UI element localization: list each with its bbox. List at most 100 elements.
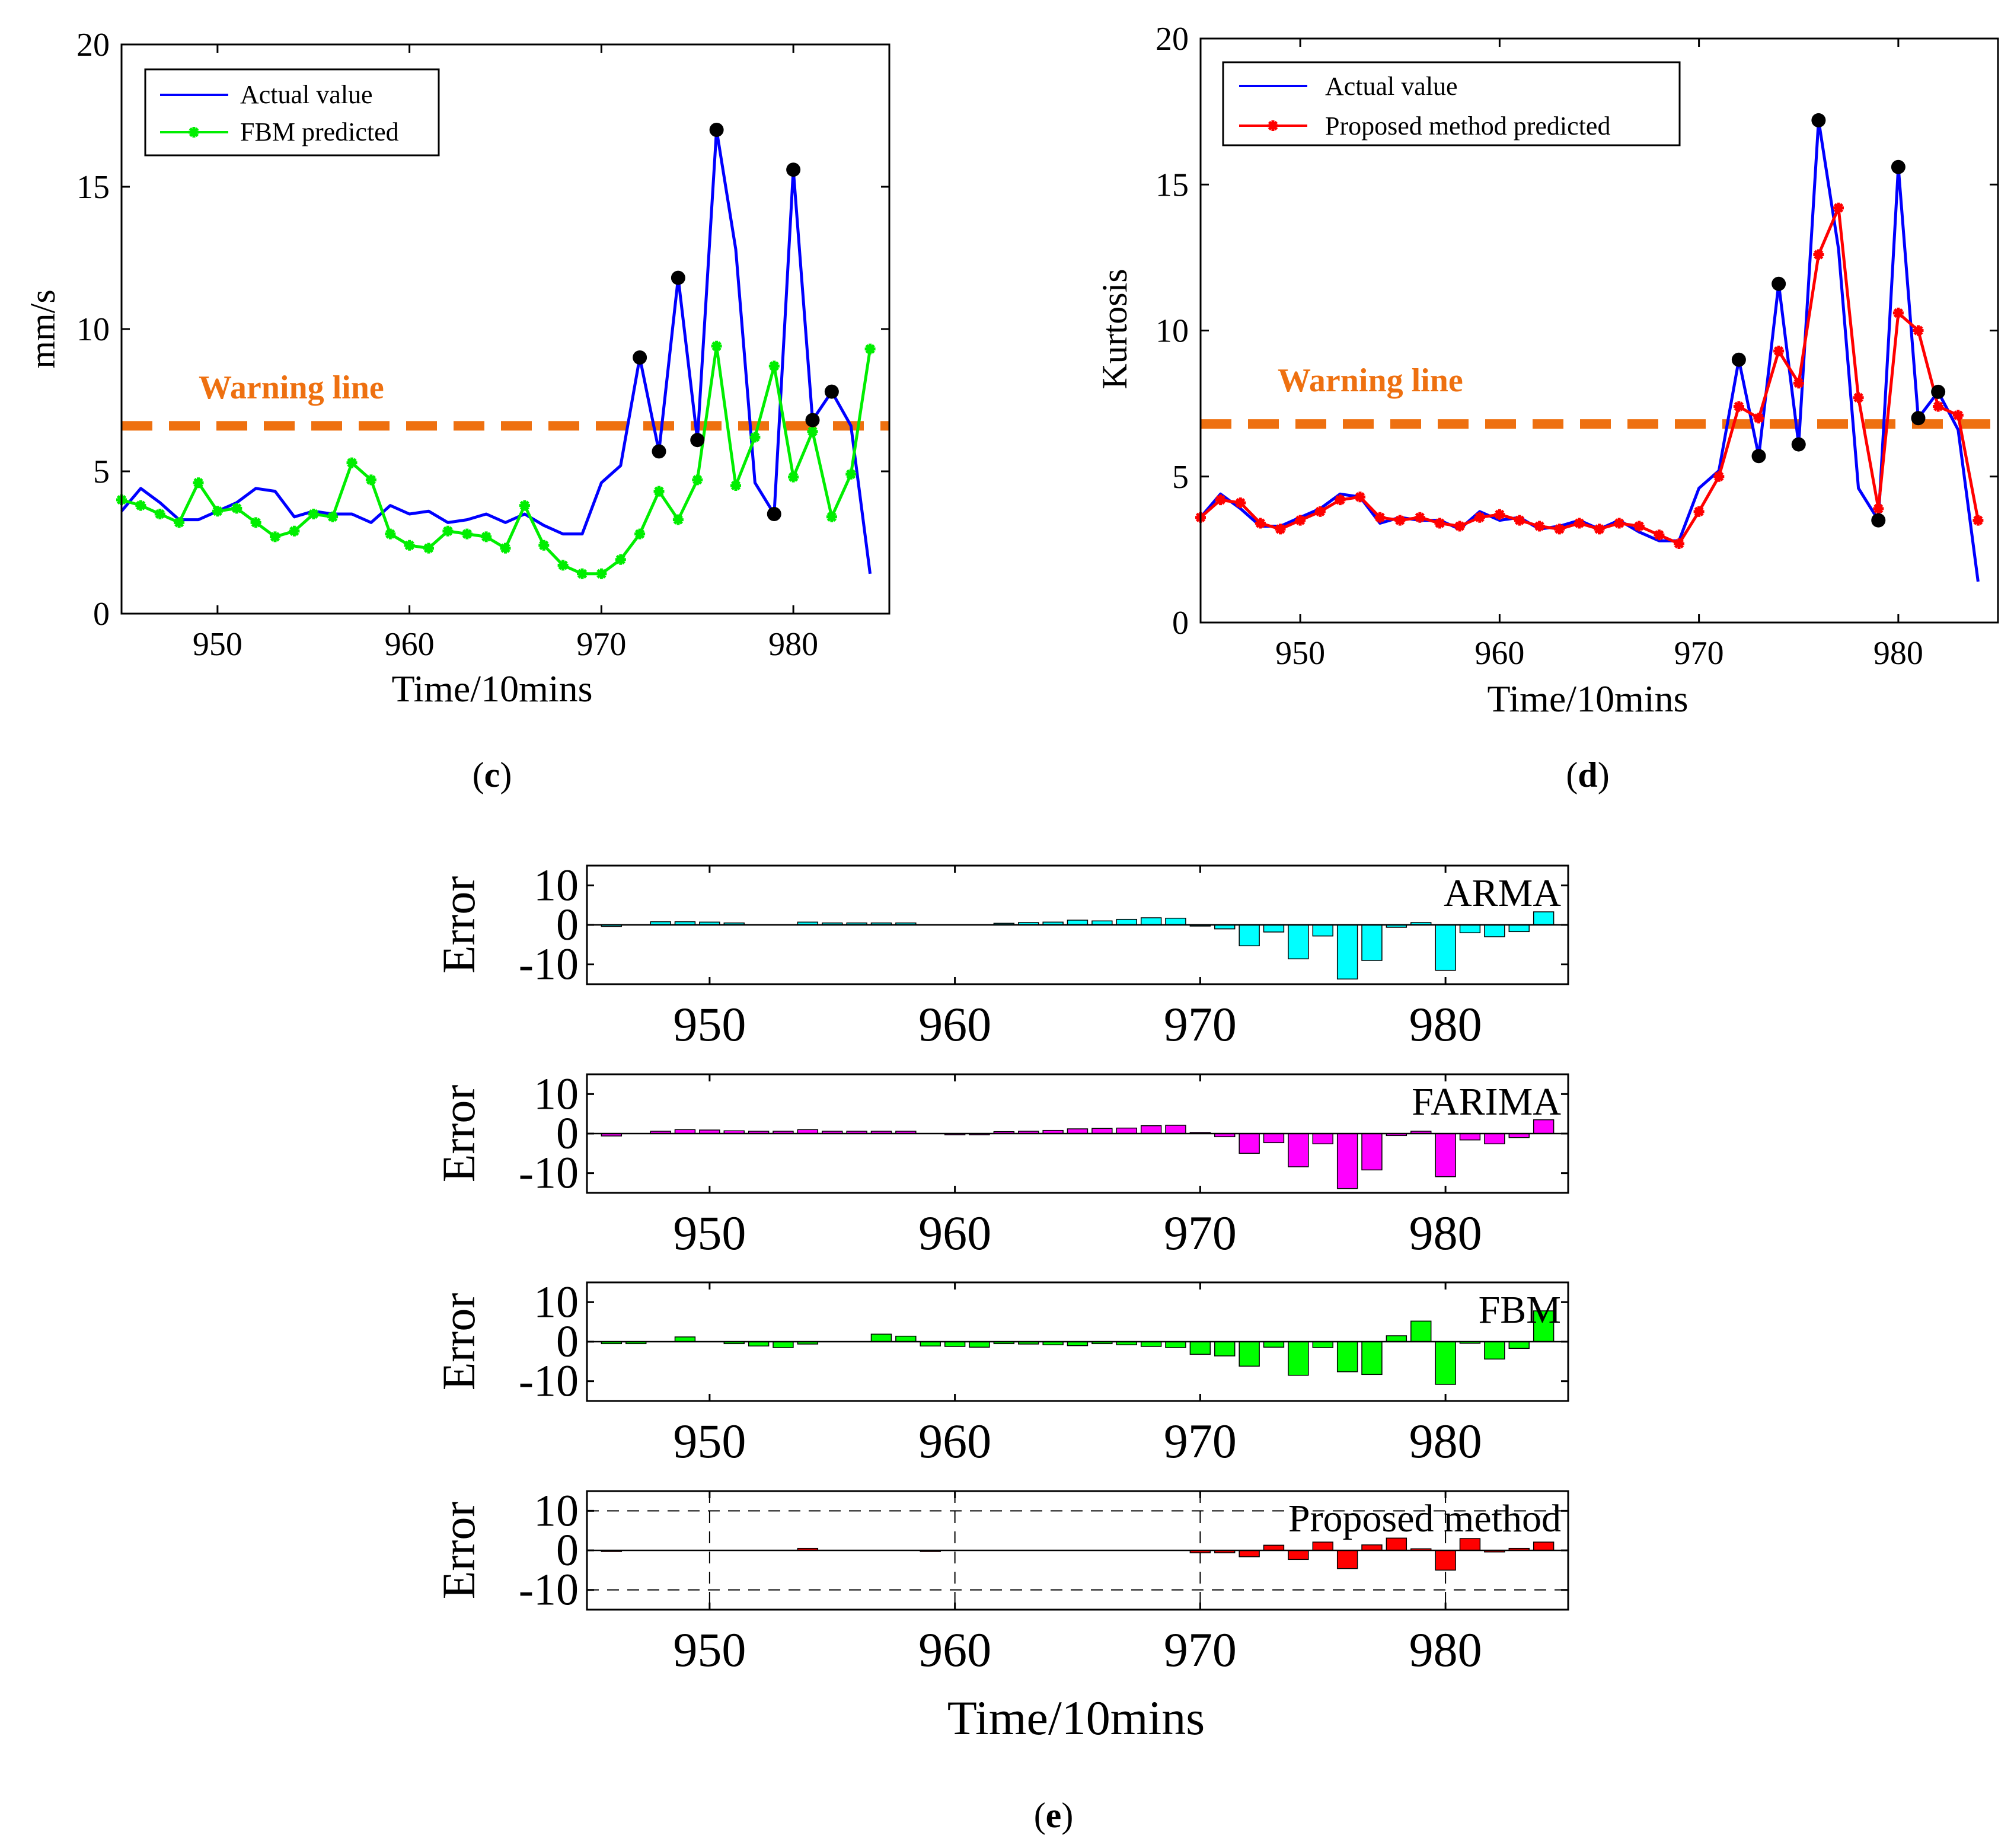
series-line-proposed-method-predicted: [1199, 206, 1980, 545]
error-bar: [1361, 924, 1383, 961]
data-point-marker: [807, 426, 818, 437]
error-bar: [1288, 1550, 1309, 1560]
data-point-marker: [1355, 491, 1365, 503]
data-point-marker: [481, 531, 492, 542]
data-point-marker: [1693, 506, 1705, 517]
data-point-marker: [788, 471, 799, 483]
data-point-marker: [250, 517, 261, 528]
y-tick-label: -10: [519, 1565, 579, 1615]
data-point-marker: [1275, 524, 1286, 535]
subplot-method-label: FBM: [1479, 1288, 1561, 1332]
y-tick-label: 5: [1172, 459, 1189, 496]
data-point-marker: [1674, 538, 1684, 549]
error-bar: [1165, 1125, 1186, 1134]
error-bar: [1484, 1341, 1505, 1360]
error-bar: [1386, 1335, 1407, 1342]
error-bar: [1361, 1544, 1383, 1551]
x-tick-label: 950: [673, 1206, 746, 1260]
data-point-marker: [1753, 413, 1764, 424]
data-point-marker: [1594, 524, 1605, 535]
error-bar: [1263, 1544, 1285, 1551]
data-point-marker: [1892, 307, 1904, 318]
panel-c-ylabel: mm/s: [23, 289, 62, 368]
y-tick-label: 0: [556, 1317, 579, 1367]
y-tick-label: -10: [519, 940, 579, 990]
data-point-marker: [1235, 497, 1246, 509]
error-bar: [1508, 924, 1530, 933]
panel-d-ticks: 950 960 970 980 0 5 10 15 20: [1156, 21, 1998, 672]
peak-marker: [1731, 352, 1746, 367]
data-point-marker: [1573, 518, 1585, 529]
data-point-marker: [538, 540, 550, 551]
data-point-marker: [461, 528, 473, 540]
data-point-marker: [404, 540, 415, 551]
panel-d-legend: Actual value Proposed method predicted: [1222, 61, 1681, 146]
error-bar: [1435, 924, 1456, 971]
error-bar: [1091, 1128, 1113, 1134]
series-line-actual-value: [120, 128, 872, 574]
data-point-marker: [596, 568, 607, 579]
error-bar: [1239, 1133, 1260, 1154]
error-bar: [1189, 1341, 1211, 1355]
panel-d: 950 960 970 980 0 5 10 15 20 Actual value Propos…: [1095, 21, 1999, 794]
error-bar: [1288, 924, 1309, 960]
error-bar: [1336, 1133, 1358, 1189]
error-bar: [1336, 924, 1358, 980]
series-line-fbm-predicted: [121, 344, 872, 576]
peak-marker: [1751, 449, 1766, 464]
data-point-marker: [864, 343, 876, 355]
x-tick-label: 950: [673, 997, 746, 1051]
legend-fbm-marker: [189, 127, 199, 138]
data-point-marker: [135, 500, 146, 511]
subplot-method-label: FARIMA: [1412, 1080, 1561, 1124]
panel-c-legend: Actual value FBM predicted: [144, 68, 440, 157]
data-point-marker: [1374, 512, 1386, 523]
data-point-marker: [1474, 512, 1485, 523]
peak-marker: [805, 413, 820, 427]
data-point-marker: [1813, 249, 1824, 260]
x-tick-label: 980: [768, 626, 818, 663]
peak-marker: [1772, 276, 1786, 291]
peak-marker: [690, 433, 705, 448]
panel-c-xlabel: Time/10mins: [391, 668, 592, 710]
data-point-marker: [1773, 346, 1785, 356]
error-bar: [1116, 1127, 1137, 1134]
error-bar: [1239, 924, 1260, 947]
x-tick-label: 950: [673, 1414, 746, 1468]
data-point-marker: [826, 511, 837, 522]
error-bar: [1484, 924, 1505, 937]
data-point-marker: [327, 511, 339, 522]
panel-d-xlabel: Time/10mins: [1487, 678, 1688, 720]
data-point-marker: [1434, 518, 1445, 529]
y-tick-label: 10: [1156, 313, 1189, 350]
error-bar: [1116, 918, 1137, 925]
data-point-marker: [672, 514, 684, 525]
data-point-marker: [289, 525, 300, 537]
panel-d-warning-label: Warning line: [1278, 362, 1463, 399]
peak-marker: [1911, 411, 1926, 426]
error-bar: [773, 1341, 794, 1348]
subplot-ylabel: Error: [433, 1293, 484, 1391]
peak-marker: [824, 384, 839, 399]
y-tick-label: 10: [534, 860, 579, 910]
error-bar: [1140, 1125, 1162, 1134]
subplot-proposed-method: Proposed method 100-10 950 960 970 980 Error: [433, 1486, 1569, 1677]
subplot-method-label: ARMA: [1444, 872, 1561, 915]
x-tick-label: 970: [1164, 1206, 1237, 1260]
data-point-marker: [193, 477, 204, 489]
subplot-farima: FARIMA 100-10 950 960 970 980 Error: [433, 1069, 1569, 1260]
data-point-marker: [1833, 202, 1844, 213]
x-tick-label: 960: [918, 1623, 991, 1677]
error-bar: [1533, 1310, 1555, 1342]
legend-proposed-marker: [1268, 120, 1278, 131]
peak-marker: [1891, 159, 1906, 174]
x-tick-label: 980: [1873, 635, 1923, 672]
subplot-method-label: Proposed method: [1288, 1497, 1561, 1540]
data-point-marker: [711, 340, 722, 352]
data-point-marker: [1454, 521, 1466, 532]
error-bar: [870, 1333, 892, 1342]
data-point-marker: [577, 568, 588, 579]
data-point-marker: [174, 517, 185, 528]
